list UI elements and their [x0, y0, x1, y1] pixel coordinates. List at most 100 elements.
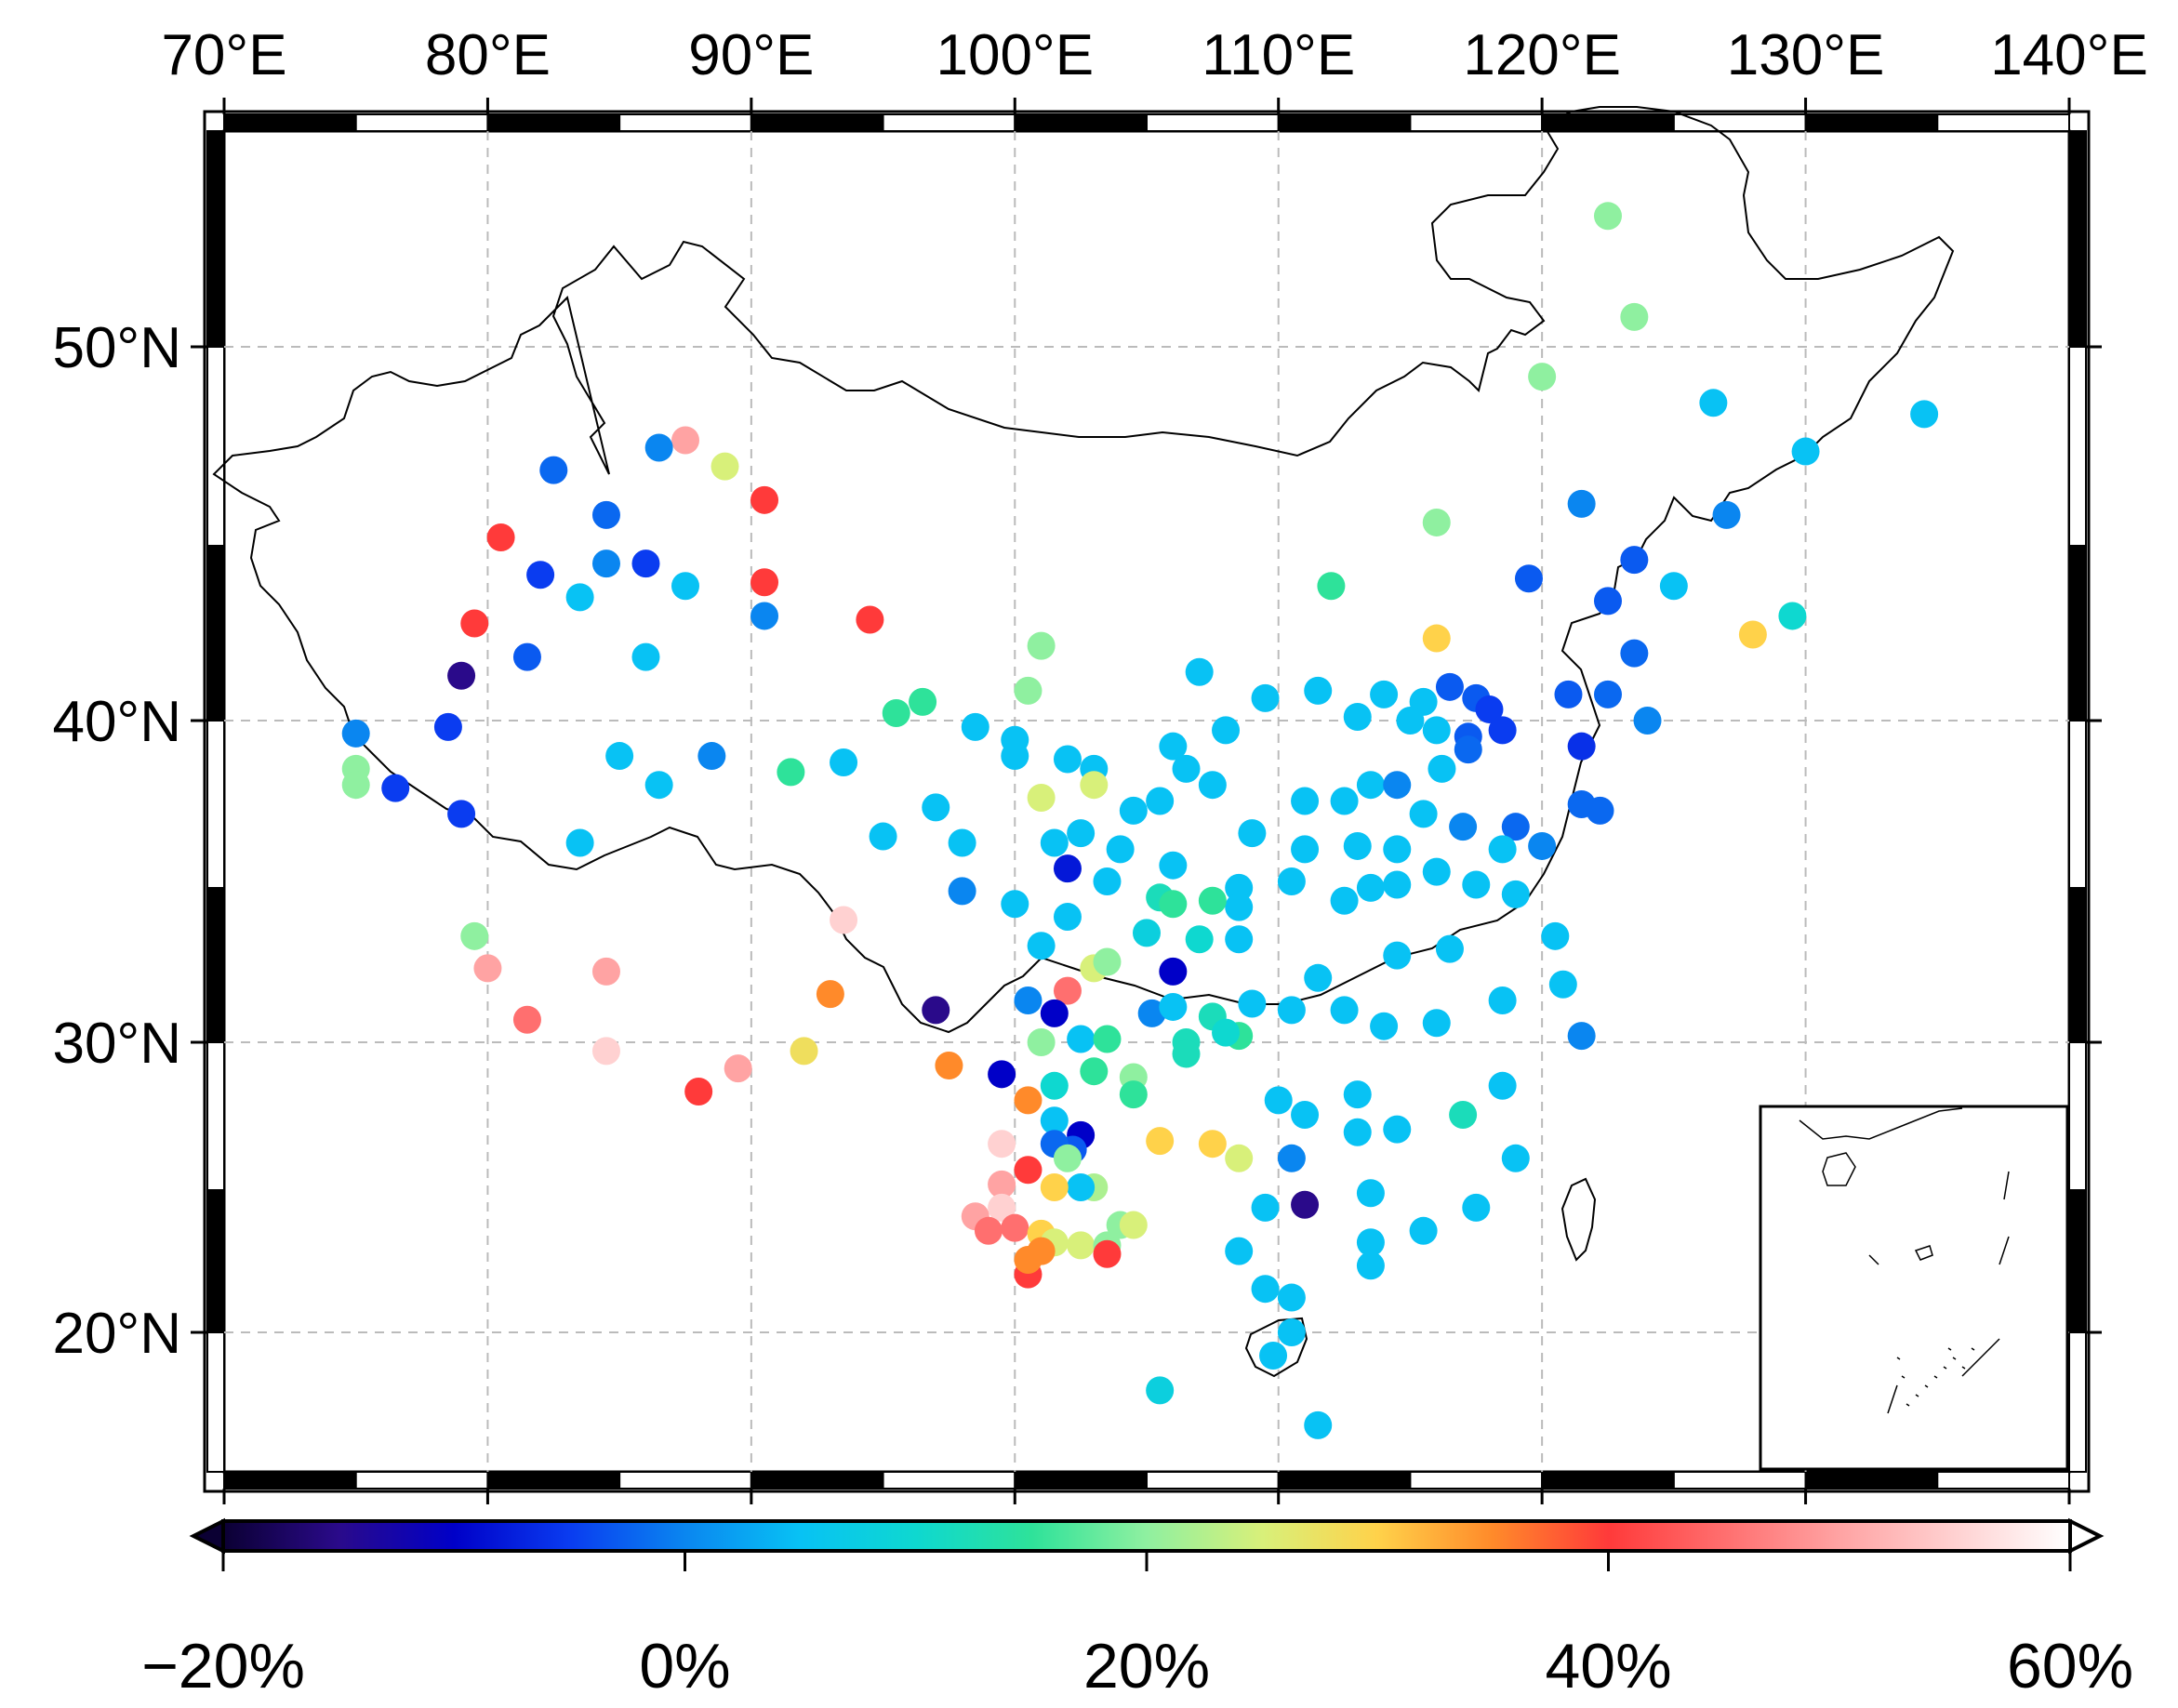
- station-marker: [1093, 1025, 1122, 1053]
- station-marker: [1409, 800, 1438, 828]
- station-marker: [935, 1051, 963, 1079]
- lon-tick-label: 130°E: [1727, 23, 1885, 87]
- station-marker: [711, 452, 739, 481]
- station-marker: [1548, 970, 1577, 999]
- frame-top-segment: [1804, 113, 1939, 132]
- station-marker: [1119, 1080, 1148, 1109]
- station-marker: [1528, 363, 1557, 391]
- colorbar-tick-label: 0%: [639, 1631, 730, 1701]
- station-marker: [1146, 1376, 1175, 1405]
- station-marker: [1067, 1231, 1096, 1260]
- station-marker: [1501, 813, 1530, 841]
- station-marker: [1014, 1246, 1043, 1274]
- station-marker: [1119, 1211, 1148, 1239]
- station-marker: [1291, 1190, 1320, 1219]
- station-marker: [869, 822, 897, 851]
- station-marker: [1383, 771, 1412, 800]
- lon-tick-label: 100°E: [936, 23, 1094, 87]
- station-marker: [631, 549, 660, 578]
- station-marker: [961, 712, 989, 741]
- frame-bottom-segment: [750, 1471, 884, 1490]
- station-marker: [856, 605, 884, 634]
- station-marker: [1594, 587, 1622, 616]
- station-marker: [631, 642, 660, 671]
- station-marker: [1001, 725, 1029, 754]
- station-marker: [1001, 1213, 1029, 1242]
- station-marker: [1172, 754, 1201, 783]
- frame-top-segment: [750, 113, 884, 132]
- station-marker: [473, 954, 502, 983]
- frame-bottom-segment: [618, 1471, 752, 1490]
- station-marker: [1146, 1127, 1175, 1156]
- station-marker: [1514, 564, 1543, 593]
- station-marker: [1277, 1283, 1306, 1312]
- frame-bottom-segment: [1409, 1471, 1544, 1490]
- colorbar-gradient: [221, 1519, 2072, 1553]
- station-marker: [974, 1216, 1003, 1245]
- station-marker: [1475, 695, 1504, 723]
- frame-bottom-segment: [1541, 1471, 1675, 1490]
- station-marker: [1633, 707, 1662, 735]
- frame-left-segment: [206, 1331, 225, 1473]
- map-gridlines: [224, 131, 2069, 1472]
- station-marker: [1159, 890, 1188, 919]
- station-marker: [882, 698, 910, 727]
- station-marker: [830, 906, 858, 934]
- station-marker: [1291, 787, 1320, 815]
- station-marker: [671, 426, 699, 455]
- station-marker: [1040, 1071, 1069, 1100]
- station-marker: [1251, 683, 1280, 712]
- frame-right-segment: [2068, 1331, 2087, 1473]
- frame-top-segment: [1936, 113, 2070, 132]
- station-marker: [1396, 707, 1425, 735]
- station-marker: [1462, 870, 1491, 899]
- station-marker: [777, 758, 805, 787]
- station-marker: [644, 771, 673, 800]
- station-marker: [1159, 851, 1188, 880]
- station-marker: [1778, 602, 1807, 630]
- station-marker: [1264, 1086, 1293, 1115]
- lon-tick-label: 70°E: [161, 23, 286, 87]
- station-marker: [1449, 813, 1478, 841]
- frame-right-segment: [2068, 346, 2087, 547]
- frame-top-segment: [486, 113, 621, 132]
- station-marker: [1185, 657, 1214, 686]
- frame-bottom-segment: [1277, 1471, 1412, 1490]
- station-marker: [1383, 1115, 1412, 1144]
- taiwan-outline: [1560, 1177, 1597, 1262]
- station-marker: [1488, 716, 1517, 745]
- station-marker: [1040, 828, 1069, 857]
- station-marker: [1383, 835, 1412, 864]
- station-marker: [1212, 716, 1241, 745]
- colorbar-tick-label: 40%: [1545, 1631, 1671, 1701]
- station-marker: [1422, 508, 1451, 536]
- station-marker: [1291, 835, 1320, 864]
- station-marker: [988, 1130, 1016, 1159]
- south-china-sea-inset: [1759, 1105, 2069, 1471]
- frame-right-segment: [2068, 1041, 2087, 1191]
- station-marker: [790, 1037, 818, 1066]
- frame-bottom-segment: [486, 1471, 621, 1490]
- station-marker: [1594, 680, 1622, 708]
- inset-coastline: [1799, 1107, 1963, 1186]
- station-marker: [1330, 996, 1359, 1025]
- station-markers: [341, 202, 1939, 1439]
- frame-bottom-segment: [882, 1471, 1016, 1490]
- frame-left-segment: [206, 720, 225, 889]
- frame-top-segment: [354, 113, 489, 132]
- lat-tick-label: 20°N: [52, 1302, 181, 1366]
- frame-bottom-segment: [1146, 1471, 1280, 1490]
- station-marker: [1449, 1101, 1478, 1129]
- frame-top-segment: [1277, 113, 1412, 132]
- station-marker: [1304, 963, 1333, 992]
- station-marker: [1330, 787, 1359, 815]
- colorbar-tick-label: −20%: [141, 1631, 305, 1701]
- station-marker: [1014, 986, 1043, 1015]
- station-marker: [1488, 835, 1517, 864]
- station-marker: [1528, 831, 1557, 860]
- station-marker: [1053, 976, 1082, 1005]
- station-marker: [1053, 745, 1082, 774]
- station-marker: [1277, 1144, 1306, 1172]
- station-marker: [1172, 1039, 1201, 1068]
